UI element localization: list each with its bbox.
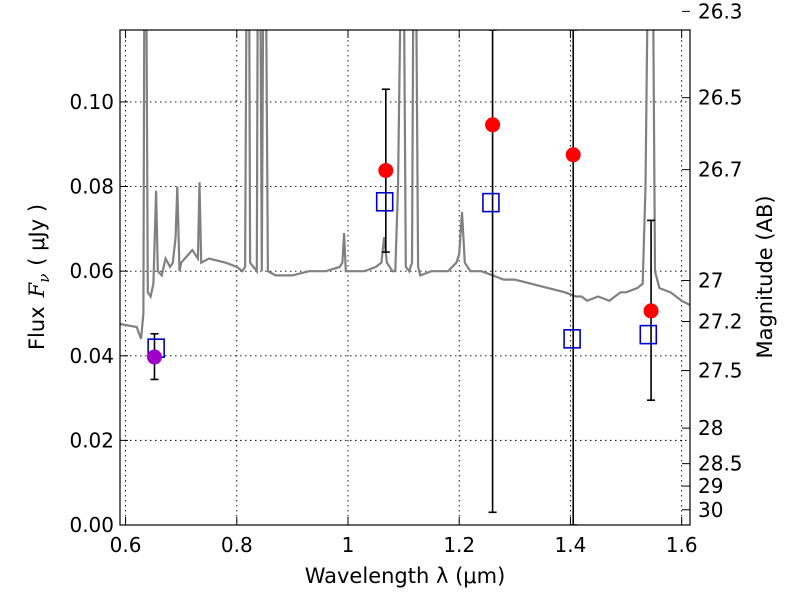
x-tick-label: 1.6 [666,533,698,557]
y-axis-label-unit: ( μJy ) [25,204,49,266]
model-point [482,192,500,213]
model-point [639,324,658,345]
y2-axis-label: Magnitude (AB) [753,195,777,358]
x-tick-label: 1 [342,533,355,557]
y-tick-labels: 0.00 0.02 0.04 0.06 0.08 0.10 [69,90,114,537]
plot-area [120,30,690,525]
y2-tick-label: 30 [698,498,723,522]
data-point [146,349,162,365]
y2-tick-label: 26.3 [698,0,743,23]
model-point [375,191,394,212]
y-tick-label: 0.10 [69,90,114,114]
data-markers [146,117,659,365]
y-tick-label: 0.02 [69,428,114,452]
y2-tick-label: 29 [698,474,723,498]
data-point [643,303,659,319]
x-tick-label: 0.6 [110,533,142,557]
y2-tick-label: 27.2 [698,310,743,334]
x-tick-label: 1.2 [443,533,475,557]
x-tick-label: 1.4 [555,533,587,557]
axis-ticks [120,10,690,526]
y-axis-label-prefix: Flux [25,306,49,350]
y2-tick-label: 26.7 [698,158,743,182]
y-tick-label: 0.06 [69,259,114,283]
y-axis-label-symbol: F [25,281,49,298]
y-tick-label: 0.00 [69,513,114,537]
model-point [563,329,581,349]
y-tick-label: 0.04 [69,344,114,368]
data-point [485,117,501,133]
error-bars [150,30,656,525]
y2-tick-label: 28 [698,416,723,440]
x-tick-label: 0.8 [221,533,253,557]
y2-tick-label: 26.5 [698,86,743,110]
y2-tick-label: 28.5 [698,452,743,476]
y-axis-label: Flux Fν ( μJy ) [25,204,53,350]
y-axis-label-subscript: ν [35,274,53,283]
plot-frame [119,29,691,526]
data-point [378,162,394,178]
y2-tick-label: 27.5 [698,359,743,383]
template-spectrum-line [120,30,690,340]
y-tick-label: 0.08 [69,175,114,199]
x-tick-labels: 0.6 0.8 1 1.2 1.4 1.6 [110,533,698,557]
x-axis-label: Wavelength λ (μm) [305,564,506,588]
data-point [565,147,581,163]
y2-tick-label: 27 [698,268,723,292]
